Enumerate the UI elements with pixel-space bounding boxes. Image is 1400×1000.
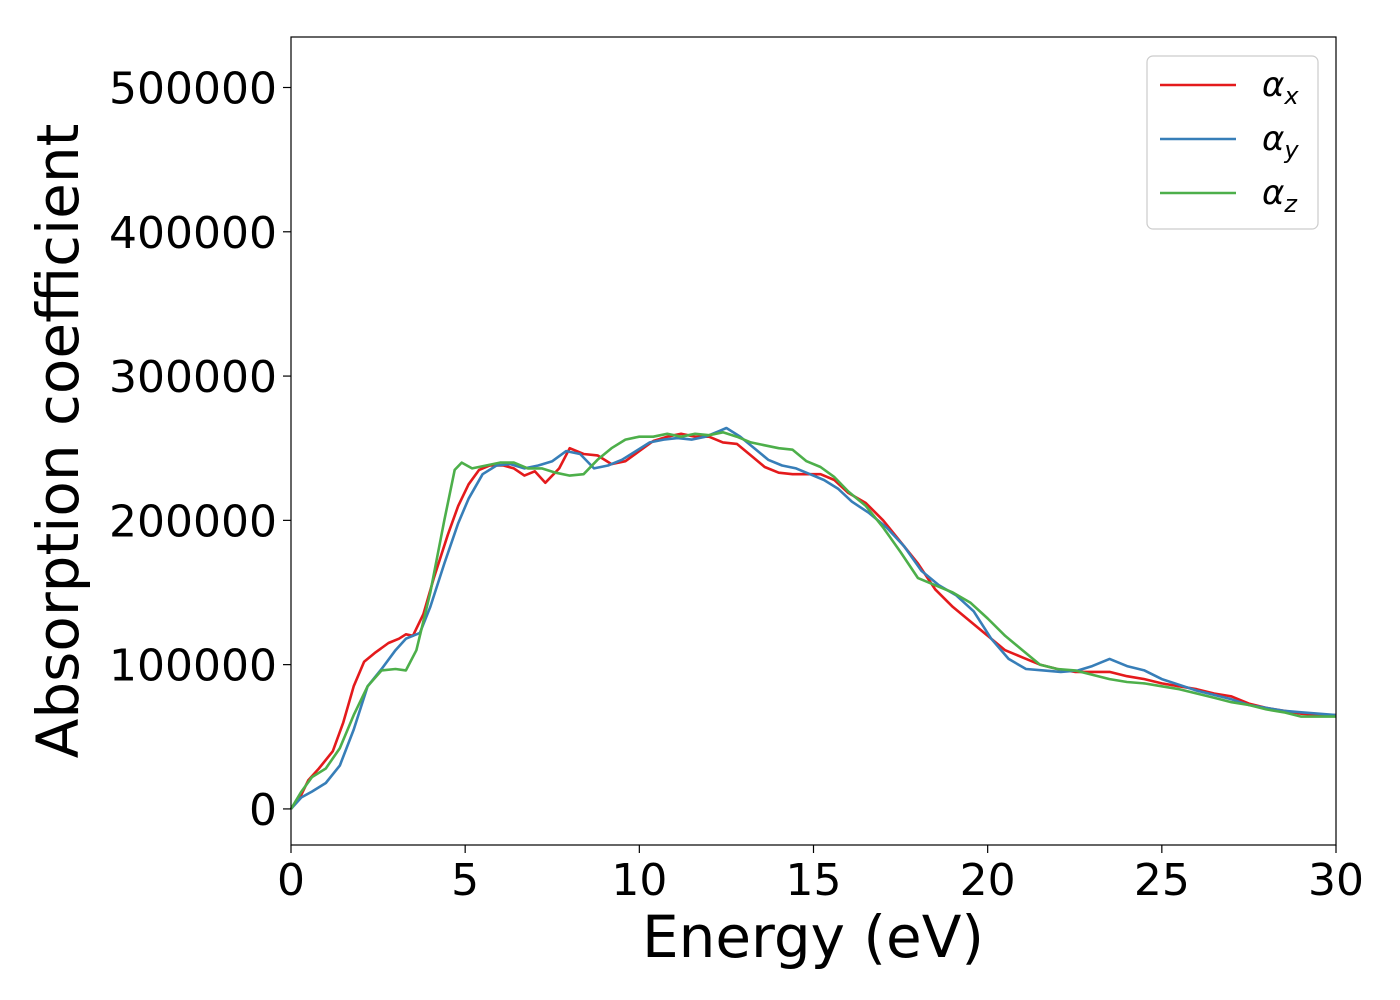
series-line-x xyxy=(289,432,1336,810)
y-tick-label: 200000 xyxy=(109,496,277,547)
legend-label-y: αy xyxy=(1262,119,1299,164)
legend-label-x: αx xyxy=(1262,65,1299,110)
x-tick-label: 10 xyxy=(611,855,667,906)
y-axis-label: Absorption coefficient xyxy=(24,124,92,759)
series-line-z xyxy=(289,431,1336,810)
x-tick-label: 20 xyxy=(960,855,1016,906)
x-tick-label: 15 xyxy=(786,855,842,906)
series-line-y xyxy=(290,426,1337,810)
y-tick-label: 300000 xyxy=(109,352,277,403)
y-tick-label: 100000 xyxy=(109,641,277,692)
axes: 0 5 10 15 20 25 30 0 100000 200000 300000 400000 500… xyxy=(109,64,1364,907)
x-tick-label: 5 xyxy=(451,855,479,906)
y-tick-label: 0 xyxy=(249,785,277,836)
x-axis-label: Energy (eV) xyxy=(642,903,984,971)
plot-frame xyxy=(290,36,1337,846)
legend-label-z: αz xyxy=(1262,173,1298,218)
legend-box xyxy=(1146,55,1319,230)
y-tick-label: 500000 xyxy=(109,64,277,115)
series-lines xyxy=(289,426,1337,810)
y-tick-label: 400000 xyxy=(109,208,277,259)
x-tick-label: 0 xyxy=(277,855,305,906)
x-tick-label: 30 xyxy=(1308,855,1364,906)
legend: αx αy αz xyxy=(1146,55,1319,230)
x-tick-label: 25 xyxy=(1134,855,1190,906)
